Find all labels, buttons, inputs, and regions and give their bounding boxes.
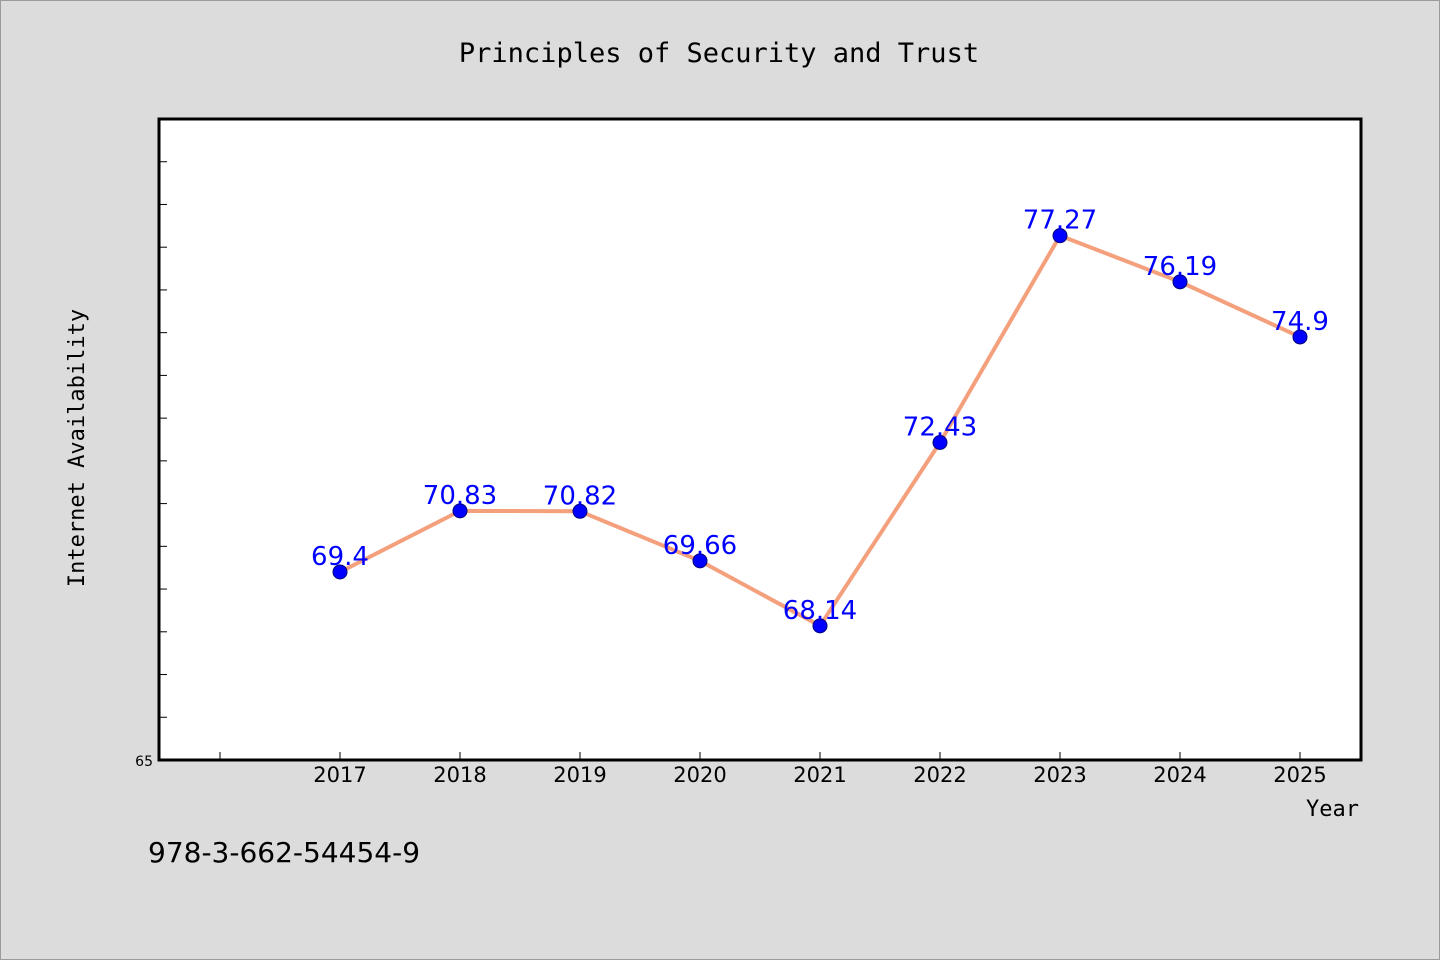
data-point [692,553,708,569]
data-point [1052,228,1068,244]
y-axis-label: Internet Availability [65,309,90,587]
data-point [452,503,468,519]
data-point [332,564,348,580]
data-label: 74.9 [1271,307,1329,337]
x-tick-label: 2025 [1273,763,1326,787]
y-tick-label: 65 [135,754,153,770]
data-label: 72.43 [903,412,977,442]
data-label: 69.66 [663,531,737,561]
data-point [812,618,828,634]
series-layer: 69.4 70.83 70.82 69.66 68.14 72.43 77.27 76.19 7… [311,206,1329,634]
x-axis-label: Year [1306,797,1359,822]
plot-area [157,117,1363,762]
x-tick-label: 2020 [673,763,726,787]
x-axis-ticks: 2017 2018 2019 2020 2021 2022 2023 2024 2025 [219,752,1327,787]
data-point [572,503,588,519]
footer-isbn: 978-3-662-54454-9 [148,836,420,869]
data-label: 70.82 [543,481,617,511]
x-tick-label: 2023 [1033,763,1086,787]
chart-title: Principles of Security and Trust [459,38,979,69]
data-point [1292,329,1308,345]
y-axis-ticks [159,161,167,718]
data-label: 76.19 [1143,252,1217,282]
x-tick-label: 2024 [1153,763,1206,787]
x-tick-label: 2021 [793,763,846,787]
data-label: 77.27 [1023,206,1097,236]
data-label: 68.14 [783,596,857,626]
data-point [1172,274,1188,290]
data-label: 70.83 [423,481,497,511]
data-point [932,434,948,450]
x-tick-label: 2019 [553,763,606,787]
data-label: 69.4 [311,542,369,572]
x-tick-label: 2018 [433,763,486,787]
x-tick-label: 2017 [313,763,366,787]
x-tick-label: 2022 [913,763,966,787]
